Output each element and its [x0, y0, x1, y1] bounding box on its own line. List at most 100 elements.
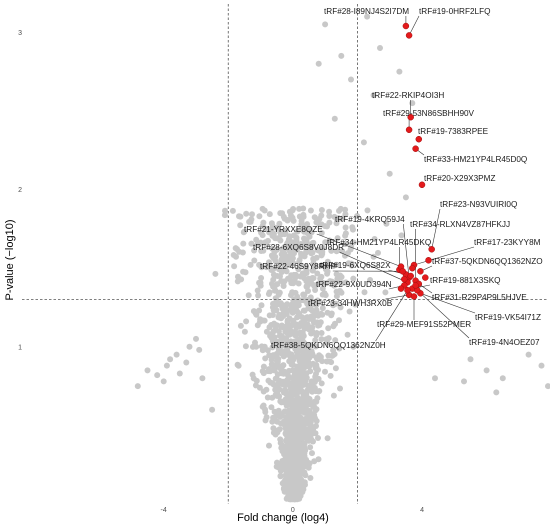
x-axis-title: Fold change (log4): [237, 512, 329, 524]
nonsig-point: [253, 311, 260, 318]
point-label: tRF#19-4N4OEZ07: [469, 338, 540, 347]
y-axis-ticks: 1 2 3: [18, 30, 22, 351]
leader-line: [403, 223, 410, 278]
nonsig-point: [375, 249, 381, 256]
nonsig-point: [300, 291, 307, 298]
nonsig-point: [269, 245, 276, 252]
nonsig-point: [304, 431, 311, 438]
nonsig-point: [315, 435, 321, 441]
x-tick-label: -4: [161, 507, 167, 514]
nonsig-point: [279, 245, 286, 252]
nonsig-point: [315, 375, 322, 382]
nonsig-point: [309, 351, 315, 358]
sig-point: [412, 282, 419, 289]
nonsig-point: [293, 324, 300, 331]
nonsig-point: [255, 292, 262, 299]
nonsig-point: [301, 239, 308, 246]
nonsig-point: [364, 13, 371, 20]
nonsig-point: [289, 207, 296, 214]
nonsig-point: [344, 250, 351, 257]
nonsig-point: [297, 414, 304, 421]
nonsig-point: [264, 347, 271, 354]
nonsig-point: [253, 343, 260, 350]
nonsig-point: [318, 330, 325, 336]
nonsig-point: [284, 381, 291, 388]
nonsig-point: [259, 205, 266, 212]
nonsig-point: [258, 263, 264, 270]
nonsig-point: [318, 207, 325, 213]
nonsig-point: [324, 435, 331, 442]
nonsig-point: [240, 240, 247, 247]
nonsig-point: [286, 331, 293, 338]
sig-point: [405, 32, 413, 39]
nonsig-point: [259, 368, 266, 375]
nonsig-point: [290, 405, 297, 412]
nonsig-point: [328, 359, 335, 366]
nonsig-point: [263, 264, 270, 271]
nonsig-point: [277, 473, 284, 480]
nonsig-point: [266, 442, 272, 449]
nonsig-point: [342, 211, 349, 218]
nonsig-point: [243, 318, 250, 325]
nonsig-point: [273, 224, 280, 231]
nonsig-point: [314, 247, 321, 253]
nonsig-point: [318, 336, 325, 343]
nonsig-point: [260, 219, 267, 226]
nonsig-point: [383, 220, 390, 227]
nonsig-point: [295, 449, 302, 456]
nonsig-point: [289, 367, 296, 374]
nonsig-point: [269, 312, 276, 318]
nonsig-point: [318, 212, 325, 219]
nonsig-point: [296, 243, 303, 250]
nonsig-point: [278, 256, 285, 263]
nonsig-point: [286, 240, 293, 247]
nonsig-point: [311, 458, 318, 465]
nonsig-point: [294, 228, 301, 235]
nonsig-point: [306, 231, 313, 238]
nonsig-point: [270, 276, 277, 283]
nonsig-point: [265, 237, 271, 244]
nonsig-point: [324, 339, 331, 346]
x-tick-label: 0: [291, 507, 295, 514]
nonsig-point: [290, 280, 297, 287]
nonsig-point: [258, 275, 265, 281]
nonsig-point: [230, 252, 237, 258]
nonsig-point: [324, 270, 331, 277]
nonsig-point: [209, 406, 216, 413]
nonsig-point: [330, 323, 337, 330]
nonsig-point: [286, 399, 293, 406]
sig-point: [425, 257, 432, 264]
nonsig-point: [269, 338, 276, 344]
nonsig-point: [262, 355, 269, 362]
nonsig-point: [284, 318, 291, 325]
y-tick-label: 2: [18, 187, 22, 194]
nonsig-point: [275, 355, 282, 362]
nonsig-point: [274, 371, 281, 378]
nonsig-point: [346, 308, 353, 315]
point-label: tRF#37-5QKDN6QQ1362NZO: [432, 257, 543, 266]
nonsig-point: [398, 232, 405, 239]
nonsig-point: [306, 363, 313, 370]
nonsig-point: [300, 205, 307, 212]
nonsig-point: [308, 378, 315, 385]
nonsig-point: [309, 450, 315, 457]
nonsig-point: [314, 356, 321, 363]
nonsig-point: [328, 247, 335, 254]
nonsig-point: [282, 324, 288, 331]
nonsig-point: [318, 380, 325, 387]
nonsig-point: [270, 414, 277, 421]
nonsig-point: [337, 287, 343, 294]
point-label: tRF#22-9X0UD394N: [316, 280, 392, 289]
nonsig-point: [237, 322, 244, 329]
nonsig-point: [280, 283, 287, 289]
nonsig-point: [311, 412, 318, 419]
nonsig-point: [281, 457, 288, 464]
nonsig-point: [275, 314, 282, 321]
point-label: tRF#22-RKIP4OI3H: [372, 91, 444, 100]
nonsig-point: [330, 347, 337, 354]
point-label: tRF#19-0HRF2LFQ: [419, 7, 490, 16]
nonsig-point: [303, 267, 310, 274]
nonsig-point: [315, 220, 322, 227]
nonsig-point: [367, 277, 374, 283]
nonsig-point: [342, 224, 349, 231]
